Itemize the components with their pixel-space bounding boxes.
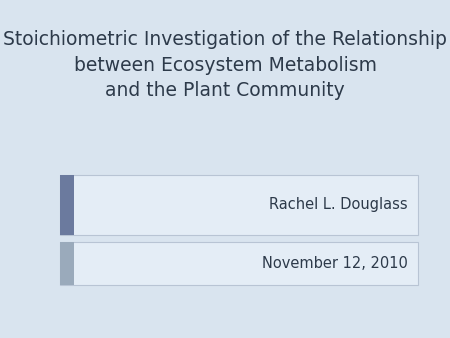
Bar bbox=[60, 242, 418, 285]
Text: Rachel L. Douglass: Rachel L. Douglass bbox=[270, 197, 408, 213]
Text: Stoichiometric Investigation of the Relationship
between Ecosystem Metabolism
an: Stoichiometric Investigation of the Rela… bbox=[3, 30, 447, 100]
Bar bbox=[60, 242, 74, 285]
Bar bbox=[60, 175, 74, 235]
Bar bbox=[60, 175, 418, 235]
Text: November 12, 2010: November 12, 2010 bbox=[262, 256, 408, 271]
